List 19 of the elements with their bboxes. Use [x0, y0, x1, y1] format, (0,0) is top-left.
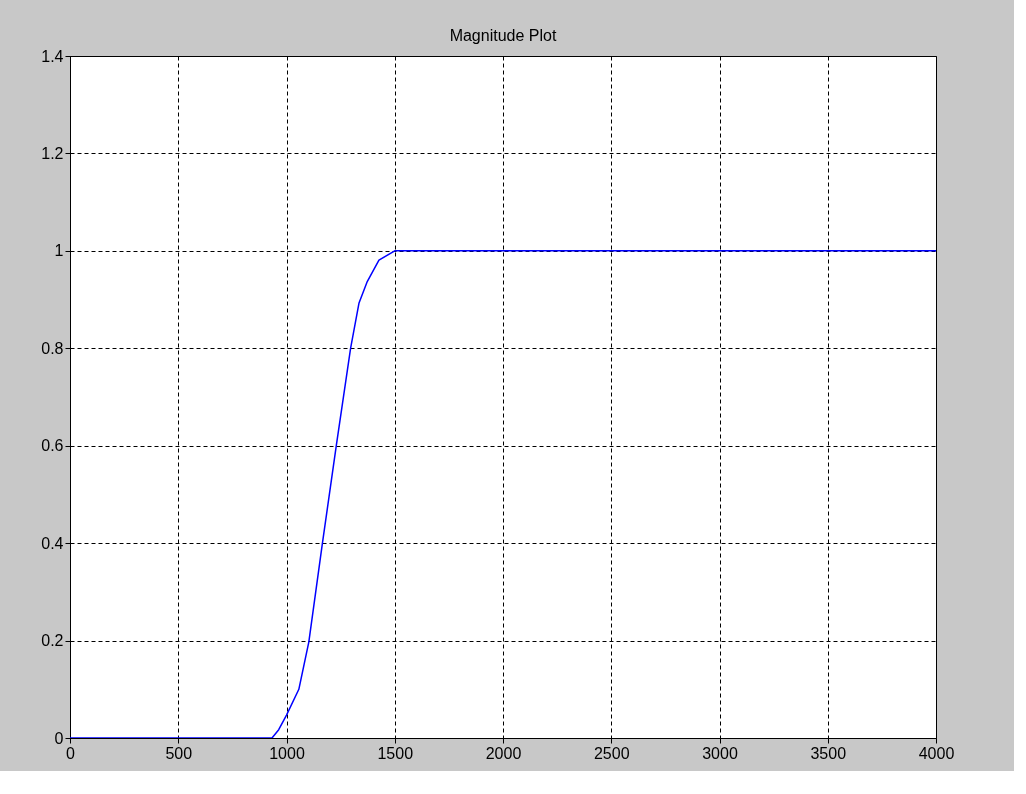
- x-tick-label: 2000: [485, 744, 522, 762]
- x-tick-label: 3000: [702, 744, 738, 762]
- x-tick-label: 1500: [377, 744, 414, 762]
- x-tick-label: 4000: [918, 744, 955, 762]
- y-tick-label: 1: [54, 242, 64, 260]
- x-tick-label: 1000: [269, 744, 305, 762]
- chart-title: Magnitude Plot: [449, 27, 557, 44]
- y-tick-label: 0: [54, 729, 64, 747]
- y-tick-label: 0.8: [41, 339, 64, 357]
- y-tick-label: 0.2: [41, 632, 64, 650]
- y-tick-label: 1.2: [41, 144, 64, 162]
- x-tick-label: 2500: [593, 744, 630, 762]
- y-tick-label: 0.4: [41, 534, 64, 552]
- line-series: [70, 250, 936, 738]
- x-tick-label: 500: [165, 744, 193, 762]
- y-tick-label: 1.4: [41, 47, 64, 65]
- y-tick-label: 0.6: [41, 437, 64, 455]
- x-tick-label: 0: [66, 744, 76, 762]
- x-tick-label: 3500: [810, 744, 847, 762]
